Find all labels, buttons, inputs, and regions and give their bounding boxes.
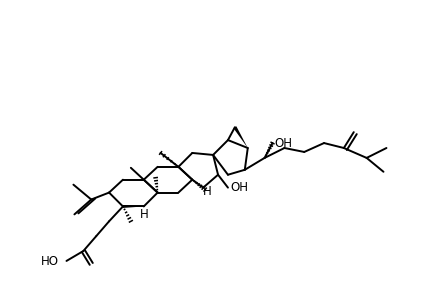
Text: HO: HO [41, 255, 58, 268]
Text: OH: OH [274, 136, 293, 149]
Text: H: H [140, 208, 148, 221]
Polygon shape [123, 205, 144, 208]
Polygon shape [233, 126, 248, 148]
Text: OH: OH [230, 181, 248, 194]
Text: H: H [203, 185, 211, 198]
